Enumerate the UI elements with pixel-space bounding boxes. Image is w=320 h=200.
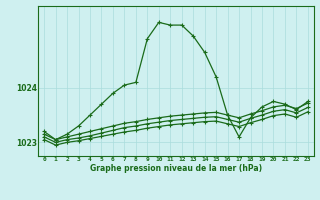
- X-axis label: Graphe pression niveau de la mer (hPa): Graphe pression niveau de la mer (hPa): [90, 164, 262, 173]
